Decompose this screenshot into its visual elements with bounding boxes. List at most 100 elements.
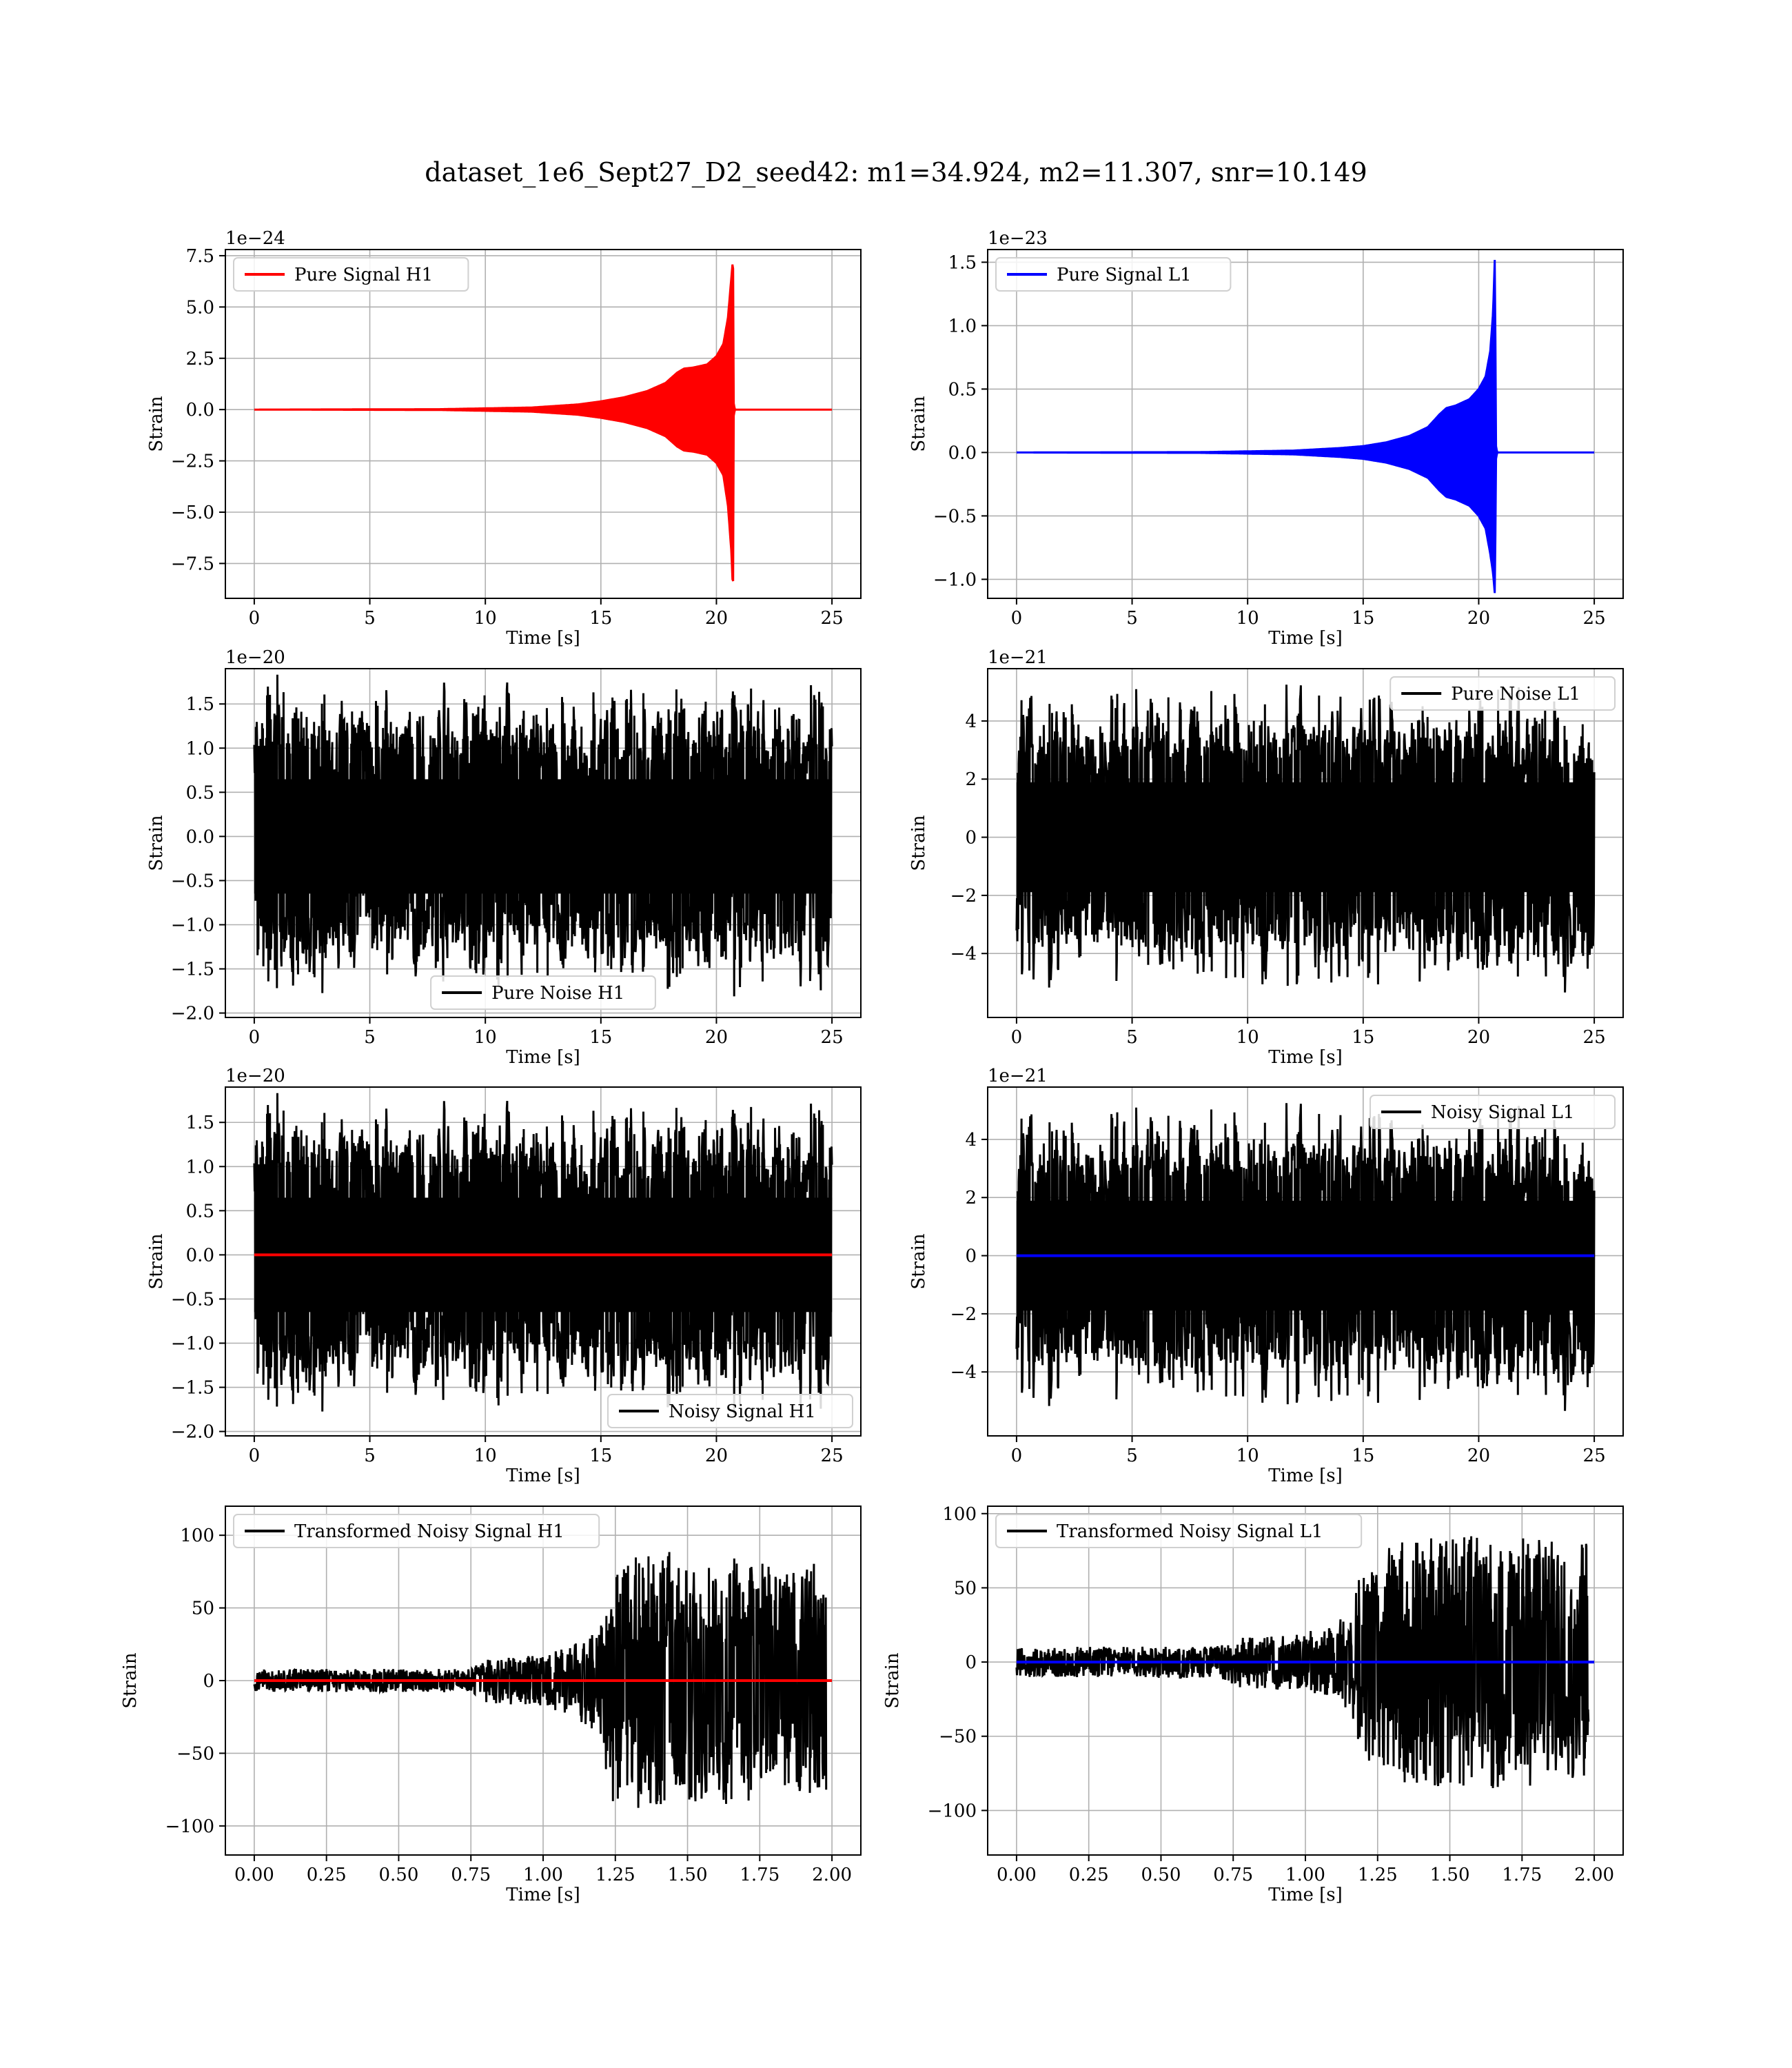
axes-frame <box>987 249 1624 599</box>
y-tick-label: 0.5 <box>186 782 214 803</box>
series-group <box>1015 1536 1595 1788</box>
y-tick-label: 1.5 <box>948 252 977 273</box>
x-tick-label: 10 <box>474 608 497 629</box>
series-group <box>253 1552 833 1808</box>
x-tick-label: 15 <box>1352 1027 1374 1048</box>
x-tick-label: 0 <box>1011 1446 1023 1466</box>
series-1-trace <box>254 264 833 582</box>
y-tick-label: 1.5 <box>186 1113 214 1133</box>
legend: Pure Noise H1 <box>430 975 656 1010</box>
x-tick-label: 0 <box>1011 608 1023 629</box>
x-tick-label: 5 <box>1126 1027 1138 1048</box>
y-tick-label: 1.0 <box>186 1157 214 1177</box>
y-tick-label: 0.0 <box>186 827 214 847</box>
y-tick-label: −2 <box>950 1304 977 1325</box>
x-tick-label: 5 <box>1126 608 1138 629</box>
y-tick-label: 100 <box>942 1504 977 1525</box>
subplot-5: 0 5 10 15 20 25 −2.0 −1.5 −1.0 −0.5 0.0 0.5 1.0 1.5 Ti… <box>146 1066 862 1486</box>
y-tick-label: −50 <box>176 1743 214 1764</box>
axes-frame <box>987 668 1624 1018</box>
legend-box <box>607 1394 853 1428</box>
legend-label: Pure Noise H1 <box>491 983 624 1004</box>
x-tick-label: 0.00 <box>997 1865 1037 1885</box>
y-tick-label: −2.0 <box>171 1422 214 1443</box>
x-tick-label: 25 <box>1583 608 1606 629</box>
y-tick-label: 0.0 <box>186 1245 214 1266</box>
series-1-trace <box>1015 1536 1590 1788</box>
x-tick-label: 5 <box>364 1027 376 1048</box>
x-tick-label: 0.00 <box>234 1865 274 1885</box>
subplot-1: 0 5 10 15 20 25 −7.5 −5.0 −2.5 0.0 2.5 5.0 7.5 Time [… <box>146 228 862 649</box>
x-tick-label: 20 <box>1467 608 1490 629</box>
legend-box <box>1389 676 1616 711</box>
x-tick-label: 20 <box>705 1446 728 1466</box>
legend-label: Pure Noise L1 <box>1451 684 1580 704</box>
x-tick-label: 5 <box>364 1446 376 1466</box>
y-tick-label: 2 <box>965 769 977 790</box>
legend-box <box>233 257 469 292</box>
subplot-6: 0 5 10 15 20 25 −4 −2 0 2 4 Time [s] Strain 1e−21 Nois… <box>908 1066 1624 1486</box>
legend-label: Noisy Signal H1 <box>669 1401 816 1422</box>
x-tick-label: 10 <box>474 1446 497 1466</box>
x-tick-label: 1.75 <box>740 1865 780 1885</box>
x-tick-label: 20 <box>705 1027 728 1048</box>
subplot-4: 0 5 10 15 20 25 −4 −2 0 2 4 Time [s] Strain 1e−21 Pure… <box>908 647 1624 1068</box>
x-tick-label: 0 <box>1011 1027 1023 1048</box>
series-group <box>253 674 833 997</box>
x-tick-label: 15 <box>1352 608 1374 629</box>
axes-frame <box>225 1086 862 1437</box>
y-axis-label: Strain <box>908 1233 929 1290</box>
x-tick-label: 15 <box>589 1446 612 1466</box>
x-axis-label: Time [s] <box>506 1466 580 1486</box>
legend: Pure Signal H1 <box>233 257 469 292</box>
x-tick-label: 5 <box>364 608 376 629</box>
x-tick-label: 10 <box>1236 1446 1259 1466</box>
legend-label: Pure Signal L1 <box>1057 265 1192 285</box>
x-tick-label: 25 <box>821 1027 844 1048</box>
y-tick-label: −50 <box>939 1727 977 1747</box>
x-tick-label: 10 <box>1236 1027 1259 1048</box>
x-tick-label: 1.50 <box>1430 1865 1470 1885</box>
x-axis-label: Time [s] <box>1268 1466 1343 1486</box>
y-tick-label: −2 <box>950 886 977 906</box>
y-tick-label: 2.5 <box>186 349 214 369</box>
x-axis-label: Time [s] <box>506 628 580 649</box>
x-tick-label: 5 <box>1126 1446 1138 1466</box>
y-tick-label: −2.0 <box>171 1004 214 1024</box>
subplot-7: 0.00 0.25 0.50 0.75 1.00 1.25 1.50 1.75 2.00 −100… <box>120 1506 862 1905</box>
y-tick-label: 4 <box>965 1130 977 1150</box>
y-axis-label: Strain <box>146 1233 167 1290</box>
y-axis-label: Strain <box>908 815 929 871</box>
legend-box <box>430 975 656 1010</box>
x-tick-label: 2.00 <box>1574 1865 1614 1885</box>
legend-box <box>233 1514 600 1548</box>
x-tick-label: 25 <box>1583 1446 1606 1466</box>
y-tick-label: 0 <box>965 1246 977 1267</box>
legend-label: Transformed Noisy Signal H1 <box>294 1521 564 1542</box>
axes-frame <box>225 249 862 599</box>
figure-title: dataset_1e6_Sept27_D2_seed42: m1=34.924,… <box>425 157 1367 187</box>
legend: Pure Noise L1 <box>1389 676 1616 711</box>
x-tick-label: 0.50 <box>379 1865 419 1885</box>
legend: Transformed Noisy Signal L1 <box>995 1514 1363 1548</box>
subplot-2: 0 5 10 15 20 25 −1.0 −0.5 0.0 0.5 1.0 1.5 Time [s] St… <box>908 228 1624 649</box>
x-tick-label: 0.25 <box>307 1865 347 1885</box>
y-tick-label: 0 <box>965 828 977 849</box>
legend: Noisy Signal L1 <box>1370 1095 1616 1129</box>
y-tick-label: −100 <box>928 1801 977 1821</box>
x-tick-label: 1.00 <box>523 1865 563 1885</box>
y-tick-label: −4 <box>950 1362 977 1383</box>
offset-text: 1e−24 <box>225 228 285 249</box>
y-tick-label: 0 <box>203 1671 214 1692</box>
y-tick-label: −1.5 <box>171 1378 214 1399</box>
x-axis-label: Time [s] <box>506 1047 580 1068</box>
y-tick-label: −0.5 <box>933 506 977 527</box>
x-tick-label: 20 <box>1467 1446 1490 1466</box>
y-tick-label: −0.5 <box>171 871 214 891</box>
legend-box <box>995 1514 1363 1548</box>
y-tick-label: 1.0 <box>186 738 214 759</box>
offset-text: 1e−20 <box>225 1066 285 1086</box>
legend: Noisy Signal H1 <box>607 1394 853 1428</box>
x-tick-label: 20 <box>1467 1027 1490 1048</box>
